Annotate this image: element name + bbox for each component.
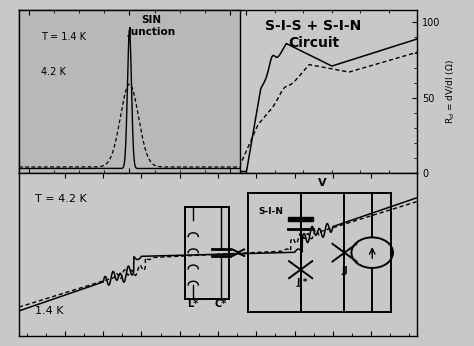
Y-axis label: R$_d$ = dV/dI ($\Omega$): R$_d$ = dV/dI ($\Omega$) [445,59,457,124]
Text: S-I-S + S-I-N
Circuit: S-I-S + S-I-N Circuit [265,18,362,50]
Text: 1.4 K: 1.4 K [35,307,64,317]
Text: T = 4.2 K: T = 4.2 K [35,194,87,204]
